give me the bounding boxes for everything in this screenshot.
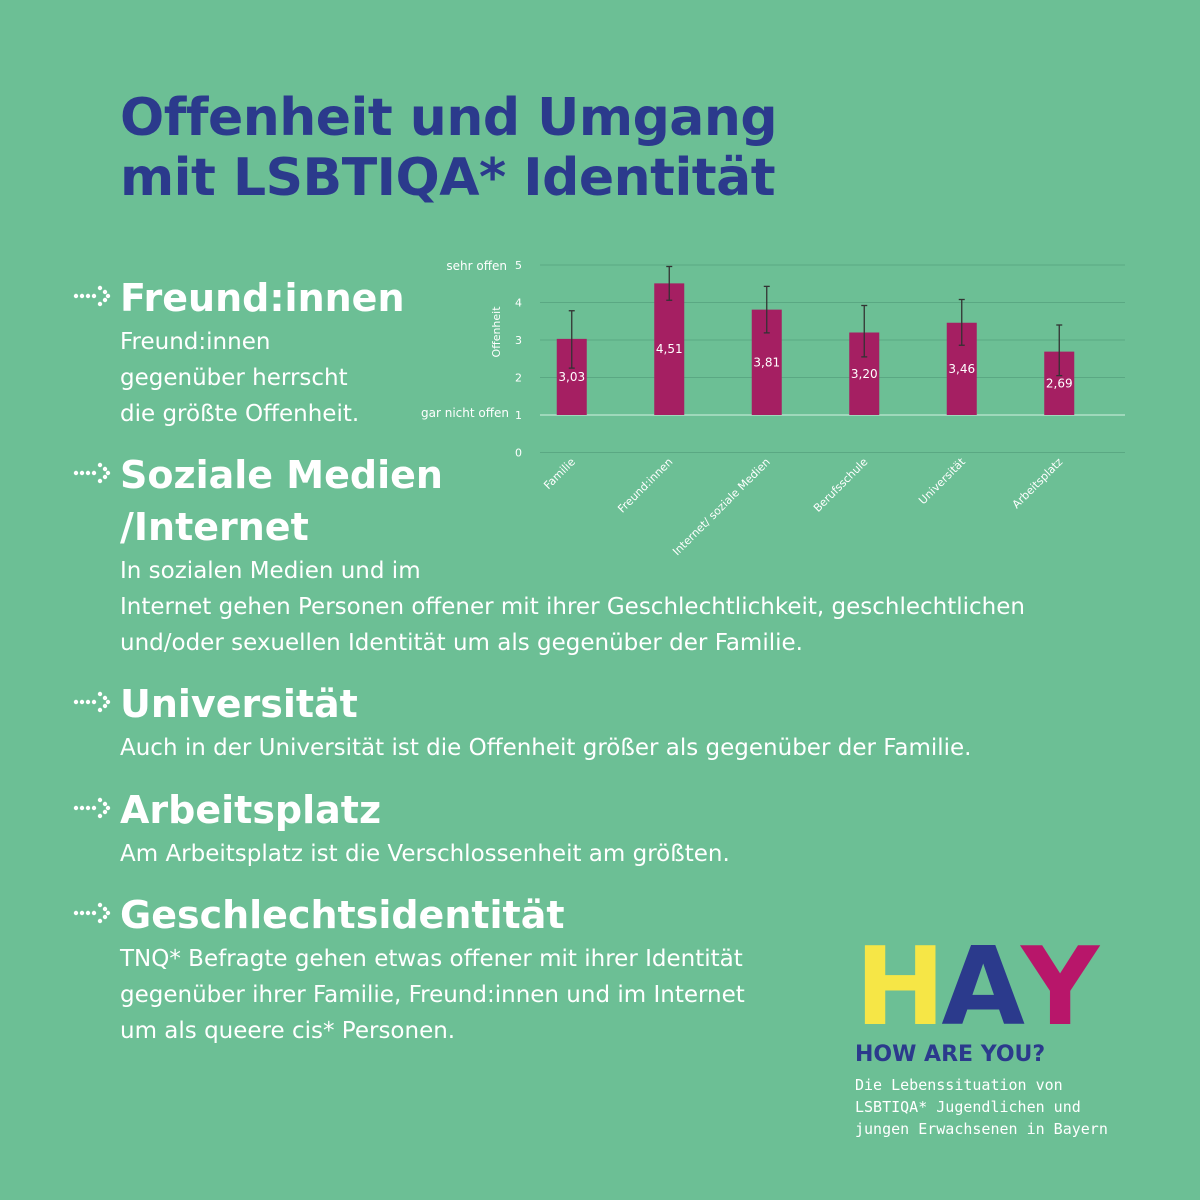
bar-value-label: 3,81 <box>753 355 780 369</box>
bar-value-label: 2,69 <box>1046 376 1073 390</box>
body-line: um als queere cis* Personen. <box>120 1018 456 1044</box>
body-line: die größte Offenheit. <box>120 401 360 427</box>
y-tick-label: 4 <box>515 297 522 310</box>
logo-letter-a: A <box>941 925 1025 1050</box>
section-body: Auch in der Universität ist die Offenhei… <box>120 730 972 766</box>
page-title-line-1: Offenheit und Umgang <box>120 88 778 148</box>
openness-bar-chart: 0 1 2 3 4 5 sehr offen gar nicht offen Offenheit… <box>421 259 1125 558</box>
section-title-line: /Internet <box>120 505 309 549</box>
logo-letter-h: H <box>855 925 945 1050</box>
x-tick-label: Internet/ soziale Medien <box>670 455 773 558</box>
logo-subtitle: HOW ARE YOU? <box>855 1042 1046 1067</box>
x-tick-label: Universität <box>916 455 968 507</box>
y-tick-label: 0 <box>515 447 522 460</box>
logo-description-line: LSBTIQA* Jugendlichen und <box>855 1098 1081 1116</box>
section-title-line: Arbeitsplatz <box>120 788 382 832</box>
y-tick-label: 5 <box>515 259 522 272</box>
section-header: Freund:innen <box>72 272 405 324</box>
x-tick-label: Berufsschule <box>811 455 871 515</box>
y-tick-label: 3 <box>515 334 522 347</box>
y-tick-label: 1 <box>515 409 522 422</box>
body-line: Freund:innen <box>120 329 271 355</box>
section-body: Freund:innen gegenüber herrscht die größ… <box>120 324 405 432</box>
section-body: TNQ* Befragte gehen etwas offener mit ih… <box>120 941 745 1049</box>
section-body: Am Arbeitsplatz ist die Verschlossenheit… <box>120 836 730 872</box>
page-title-line-2: mit LSBTIQA* Identität <box>120 148 776 208</box>
body-line: gegenüber ihrer Familie, Freund:innen un… <box>120 982 745 1008</box>
section-header: Soziale Medien /Internet <box>72 449 1025 553</box>
dotted-arrow-icon <box>73 462 111 484</box>
dotted-arrow-icon <box>73 691 111 713</box>
dotted-arrow-icon <box>73 902 111 924</box>
body-line: TNQ* Befragte gehen etwas offener mit ih… <box>120 946 743 972</box>
hay-logo-letters: H A Y <box>855 925 1175 1050</box>
body-line: In sozialen Medien und im <box>120 558 421 584</box>
section-body: In sozialen Medien und im Internet gehen… <box>120 553 1025 661</box>
bar-value-label: 4,51 <box>656 342 683 356</box>
body-line: Auch in der Universität ist die Offenhei… <box>120 735 972 761</box>
section-title: Universität <box>120 678 358 730</box>
logo-description-line: Die Lebenssituation von <box>855 1076 1063 1094</box>
section-title-line: Universität <box>120 682 358 726</box>
y-tick-annotation-bottom: gar nicht offen <box>421 406 509 420</box>
section-title: Geschlechtsidentität <box>120 889 565 941</box>
x-tick-label: Familie <box>541 455 578 492</box>
section-header: Arbeitsplatz <box>72 784 730 836</box>
logo-description-line: jungen Erwachsenen in Bayern <box>855 1120 1108 1138</box>
hay-logo: H A Y HOW ARE YOU? Die Lebenssituation v… <box>855 925 1175 1140</box>
section-header: Geschlechtsidentität <box>72 889 745 941</box>
body-line: Am Arbeitsplatz ist die Verschlossenheit… <box>120 841 730 867</box>
body-line: und/oder sexuellen Identität um als gege… <box>120 630 803 656</box>
page-title: Offenheit und Umgang mit LSBTIQA* Identi… <box>120 88 778 208</box>
section-title: Soziale Medien /Internet <box>120 449 443 553</box>
section-title-line: Freund:innen <box>120 276 405 320</box>
bar <box>654 283 685 415</box>
section-title-line: Soziale Medien <box>120 453 443 497</box>
body-line: Internet gehen Personen offener mit ihre… <box>120 594 1025 620</box>
x-tick-label: Arbeitsplatz <box>1010 455 1066 511</box>
section-soziale-medien: Soziale Medien /Internet In sozialen Med… <box>72 449 1025 661</box>
section-title: Freund:innen <box>120 272 405 324</box>
dotted-arrow-icon <box>73 285 111 307</box>
logo-description: Die Lebenssituation von LSBTIQA* Jugendl… <box>855 1074 1175 1140</box>
x-tick-label: Freund:innen <box>615 455 675 515</box>
bar-value-label: 3,03 <box>558 370 585 384</box>
body-line: gegenüber herrscht <box>120 365 348 391</box>
section-freundinnen: Freund:innen Freund:innen gegenüber herr… <box>72 272 405 432</box>
section-header: Universität <box>72 678 972 730</box>
logo-letter-y: Y <box>1020 925 1099 1050</box>
section-arbeitsplatz: Arbeitsplatz Am Arbeitsplatz ist die Ver… <box>72 784 730 872</box>
section-geschlechtsidentitaet: Geschlechtsidentität TNQ* Befragte gehen… <box>72 889 745 1049</box>
section-title: Arbeitsplatz <box>120 784 381 836</box>
bar-value-label: 3,20 <box>851 367 878 381</box>
y-tick-annotation-top: sehr offen <box>446 259 507 273</box>
section-universitaet: Universität Auch in der Universität ist … <box>72 678 972 766</box>
bar-value-label: 3,46 <box>948 362 975 376</box>
y-tick-label: 2 <box>515 372 522 385</box>
dotted-arrow-icon <box>73 797 111 819</box>
y-axis-title: Offenheit <box>490 306 503 358</box>
section-title-line: Geschlechtsidentität <box>120 893 565 937</box>
